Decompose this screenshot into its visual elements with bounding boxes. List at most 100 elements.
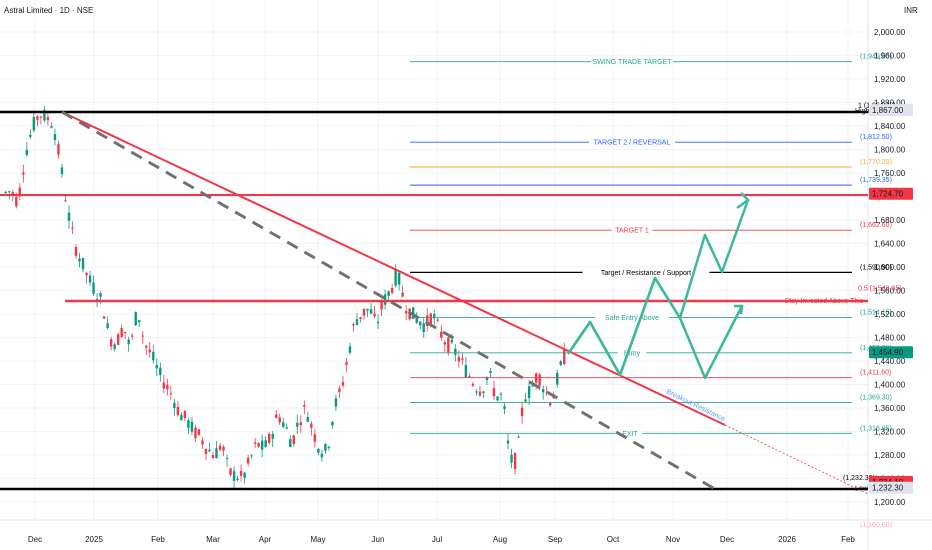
y-tick-label: 1,880.00 [874,99,906,108]
candle-body [289,439,292,448]
candle-body [239,470,243,476]
candle-body [359,317,362,320]
candle [345,358,348,373]
level-label-bg [611,225,653,235]
high-badge-prefix: High [855,108,870,115]
level-label-exit: EXIT [622,431,638,438]
projection-path-lower[interactable] [566,276,744,380]
candle [253,437,257,448]
candle-body [43,109,46,121]
candle [422,317,425,338]
price-badges: High1,867.001,724.701,454.901,234.10Low1… [855,104,913,494]
candle-body [383,294,387,305]
y-tick-label: 1,280.00 [874,451,906,460]
candle-body [67,212,71,221]
candle-body [36,116,39,120]
candle [440,325,443,341]
level-price-target-2-reversal: (1,812.50) [860,134,892,141]
candle [120,324,123,338]
candle [250,454,253,459]
candle [443,339,447,353]
candle [211,451,215,459]
candle-body [127,339,130,345]
candle [510,448,513,469]
candle-body [373,313,376,317]
candle-body [190,421,194,432]
candle-body [155,365,158,369]
candle [92,275,95,296]
candle-body [362,308,366,316]
candle [559,359,562,367]
candle-body [317,448,320,453]
level-label-bg [617,428,643,438]
candle-body [457,357,461,362]
currency-label: INR [904,6,918,15]
candle-body [99,293,102,297]
candle-body [313,434,317,442]
candle [436,317,439,323]
candle-body [229,468,232,475]
breakout-resistance-label: Breakout Resistance [665,389,726,424]
candle-body [440,331,443,338]
candlestick-series [4,105,566,489]
candle-body [404,311,408,314]
candle-body [310,423,313,428]
candle-body [296,422,299,427]
candle [53,128,57,146]
candle-body [8,191,11,193]
candle [285,423,288,430]
candle [383,289,387,310]
candle-body [278,417,281,423]
candle [190,416,194,436]
candle-body [88,275,92,283]
price-axis[interactable]: 2,000.00 1,960.00 1,920.00 1,880.00 1,840.00… [874,28,906,507]
candle-body [264,440,267,448]
candle-body [152,351,155,361]
candle-body [292,435,295,444]
candle-body [422,323,425,333]
candle-body [50,126,53,128]
candle [426,308,429,332]
candle-body [285,427,288,429]
candle-body [355,319,359,325]
candle-body [538,374,541,386]
candle-body [173,402,176,409]
candle-body [271,433,274,439]
candle [131,333,134,340]
candle [404,305,408,321]
candle [303,400,306,415]
candle-body [85,272,88,276]
level-1160-label: (1,160.60) [860,522,892,529]
level-price-level-1369: (1,369.30) [860,395,892,402]
time-axis[interactable]: Dec 2025 Feb Mar Apr May Jun Jul Aug Sep Oct Nov Dec… [28,535,856,544]
candle [324,443,327,454]
candle-body [131,335,134,337]
candle-body [109,339,113,347]
level-label-bg [582,267,710,277]
candle [517,434,520,438]
candle [264,436,267,448]
candle-body [489,371,492,374]
dashed-trendline[interactable] [61,110,716,491]
candle-body [397,272,401,285]
candle [334,394,338,411]
candle-body [468,376,471,378]
candle-body [461,358,464,360]
level-price-exit: (1,316.95) [860,425,892,432]
y-tick-label: 1,760.00 [874,169,906,178]
candle-body [510,454,513,463]
candle [489,367,492,378]
candle [475,389,478,396]
candle [520,402,524,424]
candle [71,221,74,235]
candle-body [18,187,22,197]
level-label-bg [589,137,675,147]
level-price-target-resistance-support: (1,590.90) [860,264,892,271]
candle [169,386,173,401]
descending-trendline[interactable] [61,111,726,426]
candle [496,395,499,402]
candle [67,205,71,229]
candle-body [74,247,78,256]
candle [320,449,324,462]
